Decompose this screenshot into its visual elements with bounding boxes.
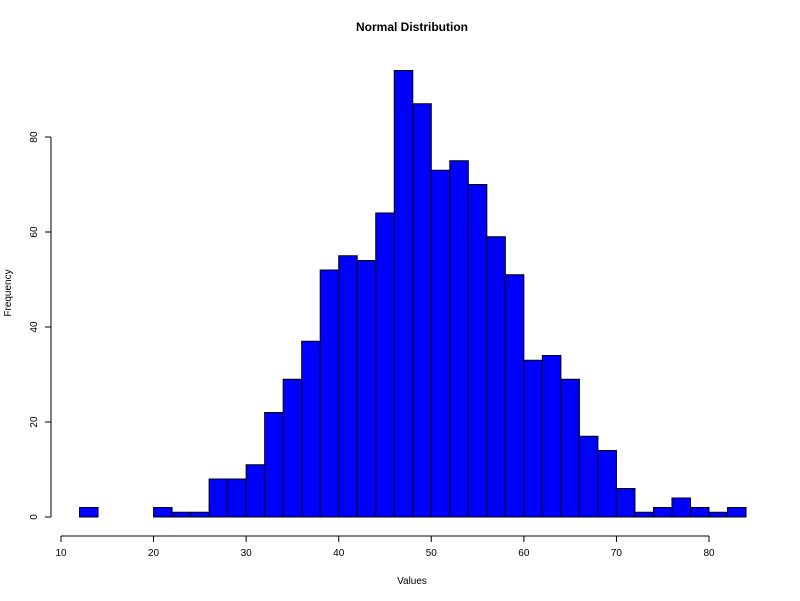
histogram-bar: [671, 497, 691, 518]
x-tick-label: 50: [426, 548, 438, 559]
histogram-bar: [319, 269, 340, 518]
histogram-bar: [208, 478, 229, 518]
y-axis-label: Frequency: [3, 269, 14, 316]
histogram-bar: [708, 511, 729, 518]
histogram-bar: [412, 103, 432, 518]
histogram-bar: [301, 340, 321, 518]
x-axis-label: Values: [397, 576, 427, 587]
histogram-bar: [171, 511, 192, 518]
y-tick-label: 40: [29, 321, 40, 333]
histogram-bar: [486, 236, 506, 518]
x-tick-label: 60: [518, 548, 530, 559]
chart-title: Normal Distribution: [356, 20, 468, 34]
histogram-bar: [356, 260, 377, 518]
histogram-bar: [430, 169, 451, 518]
x-tick-label: 80: [703, 548, 715, 559]
y-tick-label: 0: [29, 514, 40, 520]
bars-group: [79, 70, 747, 518]
histogram-bar: [190, 511, 210, 518]
histogram-bar: [578, 435, 599, 518]
histogram-bar: [245, 464, 266, 518]
histogram-bar: [560, 378, 580, 518]
y-axis: 0 20 40 60 80: [29, 131, 52, 520]
x-tick-label: 70: [611, 548, 623, 559]
histogram-bar: [153, 507, 173, 518]
histogram-bar: [689, 507, 710, 518]
histogram-bar: [79, 507, 99, 518]
x-tick-label: 40: [333, 548, 345, 559]
x-axis: 10 20 30 40 50 60 70 80: [55, 535, 715, 559]
x-tick-label: 10: [55, 548, 67, 559]
x-tick-label: 20: [148, 548, 160, 559]
x-tick-label: 30: [241, 548, 253, 559]
histogram-bar: [393, 70, 414, 518]
histogram-bar: [449, 160, 469, 518]
histogram-bar: [338, 255, 358, 518]
histogram-bar: [467, 184, 488, 518]
histogram-bar: [727, 507, 747, 518]
histogram-bar: [541, 355, 562, 518]
histogram-bar: [375, 212, 395, 518]
histogram-bar: [504, 274, 525, 518]
histogram-bar: [597, 450, 617, 518]
y-tick-label: 60: [29, 226, 40, 238]
y-tick-label: 20: [29, 416, 40, 428]
histogram-bar: [652, 507, 673, 518]
histogram-bar: [615, 488, 636, 518]
y-tick-label: 80: [29, 131, 40, 143]
histogram-bar: [227, 478, 247, 518]
histogram-bar: [634, 511, 654, 518]
histogram-bar: [264, 412, 284, 518]
histogram-bar: [282, 378, 303, 518]
histogram-bar: [523, 359, 543, 518]
